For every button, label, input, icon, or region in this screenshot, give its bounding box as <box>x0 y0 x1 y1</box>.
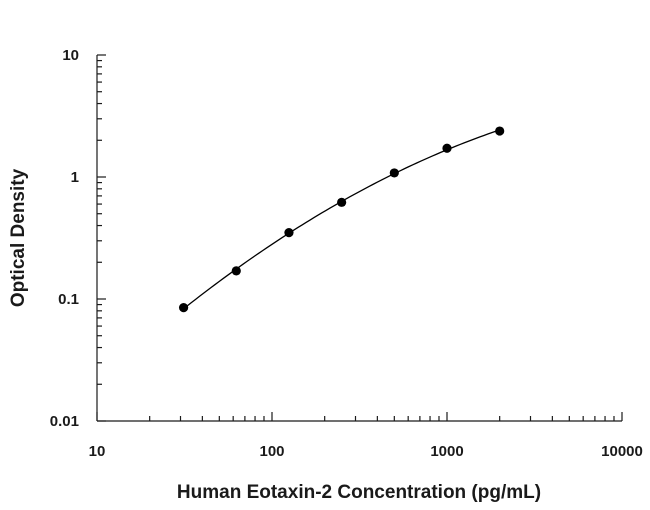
data-point <box>178 303 189 313</box>
x-tick-label: 10000 <box>601 443 643 460</box>
data-point <box>231 266 241 276</box>
data-points-layer <box>178 126 505 313</box>
tick-labels-layer: 10 100 1000 10000 0.01 0.1 1 10 <box>50 47 643 460</box>
data-point <box>495 126 505 136</box>
y-tick-label: 0.1 <box>58 291 79 308</box>
axes <box>96 54 623 422</box>
x-tick-label: 1000 <box>430 443 463 460</box>
data-point <box>389 168 399 178</box>
y-axis-title: Optical Density <box>8 168 29 307</box>
x-tick-label: 10 <box>89 443 106 460</box>
fit-curve <box>183 129 500 310</box>
x-tick-label: 100 <box>259 443 284 460</box>
data-point <box>284 228 294 238</box>
fit-curve-layer <box>183 129 500 310</box>
data-point <box>442 143 452 153</box>
x-axis-title: Human Eotaxin-2 Concentration (pg/mL) <box>177 482 541 503</box>
y-tick-label: 10 <box>62 47 79 64</box>
y-tick-label: 0.01 <box>50 413 79 430</box>
data-point <box>337 197 347 207</box>
y-tick-label: 1 <box>71 169 79 186</box>
